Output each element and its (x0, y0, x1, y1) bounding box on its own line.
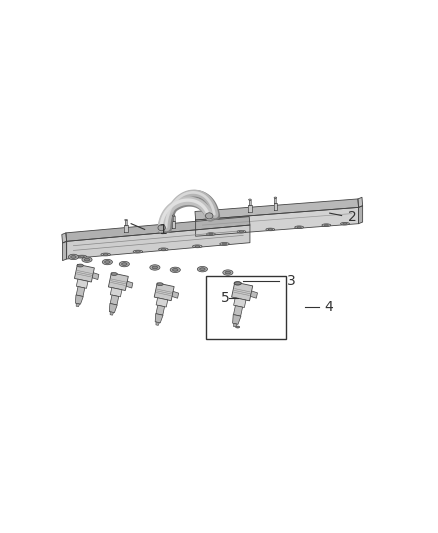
Ellipse shape (157, 282, 163, 286)
Ellipse shape (150, 265, 160, 270)
Polygon shape (124, 225, 128, 232)
Polygon shape (108, 273, 128, 290)
Ellipse shape (84, 259, 90, 261)
Polygon shape (125, 220, 127, 225)
Polygon shape (233, 298, 246, 308)
Polygon shape (251, 291, 258, 298)
Ellipse shape (193, 245, 202, 248)
Ellipse shape (158, 225, 166, 231)
Ellipse shape (195, 246, 200, 247)
Polygon shape (67, 225, 250, 259)
Polygon shape (155, 313, 163, 323)
Polygon shape (92, 273, 99, 279)
Ellipse shape (173, 269, 178, 271)
Ellipse shape (161, 249, 166, 250)
Ellipse shape (266, 228, 275, 231)
Polygon shape (75, 295, 83, 304)
Polygon shape (156, 305, 165, 315)
Ellipse shape (80, 256, 84, 257)
Ellipse shape (135, 251, 140, 252)
Polygon shape (233, 314, 241, 324)
Ellipse shape (68, 254, 78, 260)
Ellipse shape (295, 226, 304, 229)
Polygon shape (249, 200, 251, 205)
Ellipse shape (222, 243, 227, 245)
Ellipse shape (103, 254, 108, 255)
Ellipse shape (102, 260, 113, 265)
Ellipse shape (324, 224, 328, 226)
Ellipse shape (341, 222, 350, 225)
Polygon shape (274, 203, 277, 209)
Ellipse shape (237, 230, 246, 233)
Polygon shape (206, 276, 286, 339)
Ellipse shape (208, 233, 213, 235)
Polygon shape (110, 295, 119, 305)
Text: 3: 3 (287, 274, 296, 288)
Ellipse shape (119, 261, 130, 267)
Text: 2: 2 (348, 209, 357, 223)
Ellipse shape (206, 233, 215, 236)
Polygon shape (232, 282, 253, 301)
Polygon shape (233, 324, 237, 327)
Polygon shape (195, 199, 359, 220)
Polygon shape (74, 264, 94, 282)
Polygon shape (172, 292, 179, 298)
Polygon shape (110, 288, 122, 297)
Polygon shape (233, 305, 243, 316)
Polygon shape (156, 298, 168, 307)
Ellipse shape (322, 224, 331, 227)
Polygon shape (126, 281, 133, 288)
Polygon shape (62, 233, 67, 243)
Ellipse shape (101, 253, 110, 256)
Polygon shape (358, 197, 363, 207)
Text: 4: 4 (325, 300, 333, 313)
Ellipse shape (205, 213, 213, 219)
Ellipse shape (249, 199, 251, 200)
Ellipse shape (236, 326, 240, 328)
Polygon shape (196, 207, 359, 236)
Polygon shape (76, 287, 85, 296)
Polygon shape (63, 241, 67, 261)
Ellipse shape (268, 229, 272, 230)
Ellipse shape (105, 261, 110, 263)
Polygon shape (66, 216, 250, 241)
Ellipse shape (234, 282, 241, 285)
Ellipse shape (239, 231, 244, 232)
Polygon shape (173, 216, 175, 221)
Polygon shape (359, 206, 363, 224)
Ellipse shape (274, 197, 277, 198)
Ellipse shape (343, 223, 347, 224)
Polygon shape (154, 283, 174, 301)
Ellipse shape (133, 250, 143, 253)
Ellipse shape (82, 257, 92, 262)
Ellipse shape (297, 227, 301, 228)
Polygon shape (110, 303, 117, 313)
Ellipse shape (71, 256, 76, 259)
Ellipse shape (223, 270, 233, 275)
Ellipse shape (122, 263, 127, 265)
Ellipse shape (220, 243, 229, 245)
Ellipse shape (159, 248, 168, 251)
Polygon shape (76, 279, 88, 288)
Ellipse shape (234, 281, 241, 285)
Ellipse shape (170, 267, 180, 272)
Polygon shape (248, 205, 251, 212)
Ellipse shape (77, 255, 87, 258)
Ellipse shape (225, 271, 230, 274)
Polygon shape (110, 312, 113, 315)
Polygon shape (76, 303, 80, 306)
Polygon shape (156, 322, 159, 325)
Polygon shape (274, 198, 276, 203)
Ellipse shape (125, 219, 127, 221)
Ellipse shape (152, 266, 158, 269)
Ellipse shape (77, 264, 83, 267)
Ellipse shape (200, 268, 205, 271)
Text: 5: 5 (221, 291, 230, 305)
Ellipse shape (111, 272, 117, 276)
Ellipse shape (172, 215, 175, 216)
Polygon shape (172, 221, 175, 228)
Text: 1: 1 (158, 223, 167, 237)
Ellipse shape (197, 266, 208, 272)
